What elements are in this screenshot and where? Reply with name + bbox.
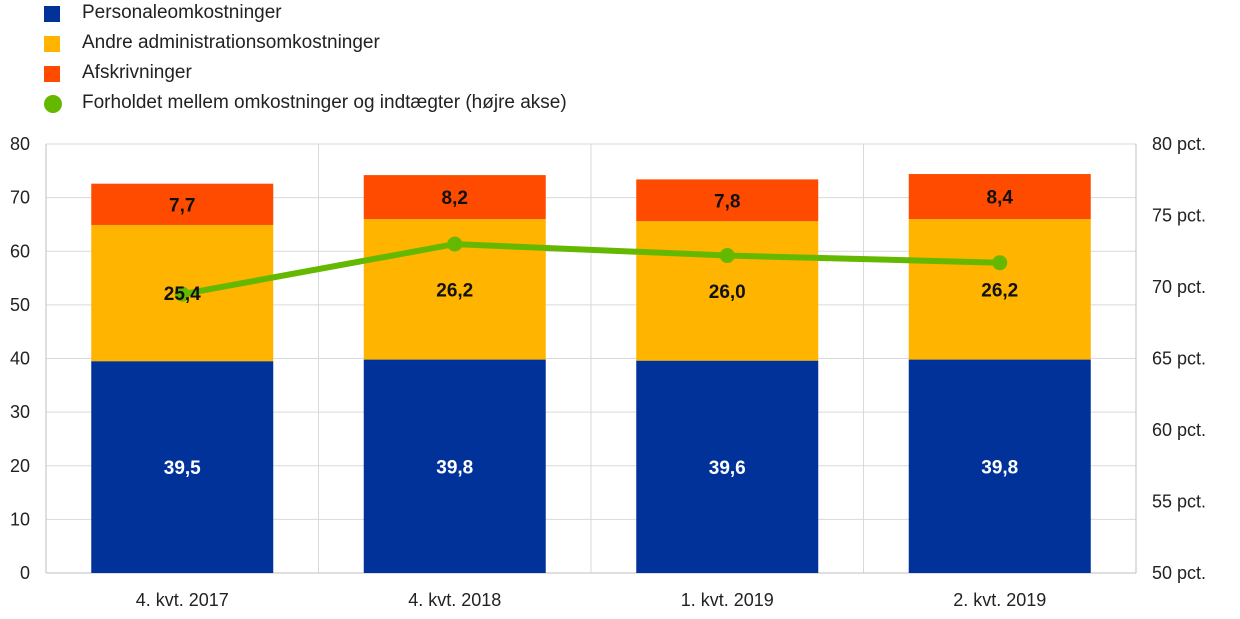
legend-swatch-personaleomkostninger: [44, 6, 60, 22]
legend-label-afskrivninger: Afskrivninger: [82, 62, 192, 83]
bar-segment: [91, 361, 274, 573]
bar-data-label: 39,5: [164, 458, 201, 479]
cost-income-ratio-point: [719, 248, 735, 264]
right-axis-tick-label: 65 pct.: [1152, 349, 1206, 369]
bar-data-label: 39,8: [981, 457, 1018, 478]
bar-segment: [636, 221, 819, 361]
left-axis-tick-label: 70: [10, 188, 30, 208]
legend-label-andre-administrationsomkostninger: Andre administrationsomkostninger: [82, 32, 380, 53]
bar-data-label: 25,4: [164, 284, 201, 305]
left-axis-tick-label: 80: [10, 134, 30, 154]
cost-income-ratio-point: [992, 255, 1008, 271]
bar-segment: [91, 183, 274, 225]
left-axis-tick-label: 30: [10, 402, 30, 422]
bar-data-label: 26,2: [981, 280, 1018, 301]
left-axis-tick-label: 10: [10, 509, 30, 529]
x-axis-tick-label: 1. kvt. 2019: [681, 590, 774, 610]
legend-swatch-andre-administrationsomkostninger: [44, 36, 60, 52]
right-axis-tick-label: 55 pct.: [1152, 492, 1206, 512]
bar-segment: [363, 359, 546, 573]
legend-dot-cost-income-ratio: [44, 95, 62, 113]
bar-data-label: 8,2: [442, 188, 468, 209]
bar-data-label: 39,8: [436, 457, 473, 478]
cost-income-ratio-point: [447, 236, 463, 252]
right-axis-tick-label: 75 pct.: [1152, 206, 1206, 226]
left-axis-tick-label: 60: [10, 241, 30, 261]
left-axis-tick-label: 20: [10, 456, 30, 476]
legend-label-personaleomkostninger: Personaleomkostninger: [82, 2, 282, 23]
cost-income-ratio-point: [174, 286, 190, 302]
bar-data-label: 26,2: [436, 280, 473, 301]
bar-segment: [908, 174, 1091, 220]
bar-segment: [636, 360, 819, 573]
bar-data-label: 39,6: [709, 458, 746, 479]
bar-segment: [908, 219, 1091, 360]
bar-data-label: 26,0: [709, 282, 746, 303]
right-axis-tick-label: 70 pct.: [1152, 277, 1206, 297]
legend-label-cost-income-ratio: Forholdet mellem omkostninger og indtægt…: [82, 92, 567, 113]
bar-segment: [363, 175, 546, 220]
right-axis-tick-label: 50 pct.: [1152, 563, 1206, 583]
bar-data-label: 8,4: [987, 188, 1014, 209]
bar-segment: [636, 179, 819, 222]
left-axis-tick-label: 40: [10, 349, 30, 369]
left-axis-tick-label: 0: [20, 563, 30, 583]
x-axis-tick-label: 4. kvt. 2017: [136, 590, 229, 610]
bar-data-label: 7,7: [169, 195, 195, 216]
x-axis-tick-label: 2. kvt. 2019: [953, 590, 1046, 610]
bar-segment: [908, 359, 1091, 573]
right-axis-tick-label: 60 pct.: [1152, 420, 1206, 440]
right-axis-tick-label: 80 pct.: [1152, 134, 1206, 154]
cost-income-ratio-line: [181, 241, 1000, 298]
x-axis-tick-label: 4. kvt. 2018: [408, 590, 501, 610]
legend-swatch-afskrivninger: [44, 66, 60, 82]
left-axis-tick-label: 50: [10, 295, 30, 315]
bar-data-label: 7,8: [714, 191, 740, 212]
